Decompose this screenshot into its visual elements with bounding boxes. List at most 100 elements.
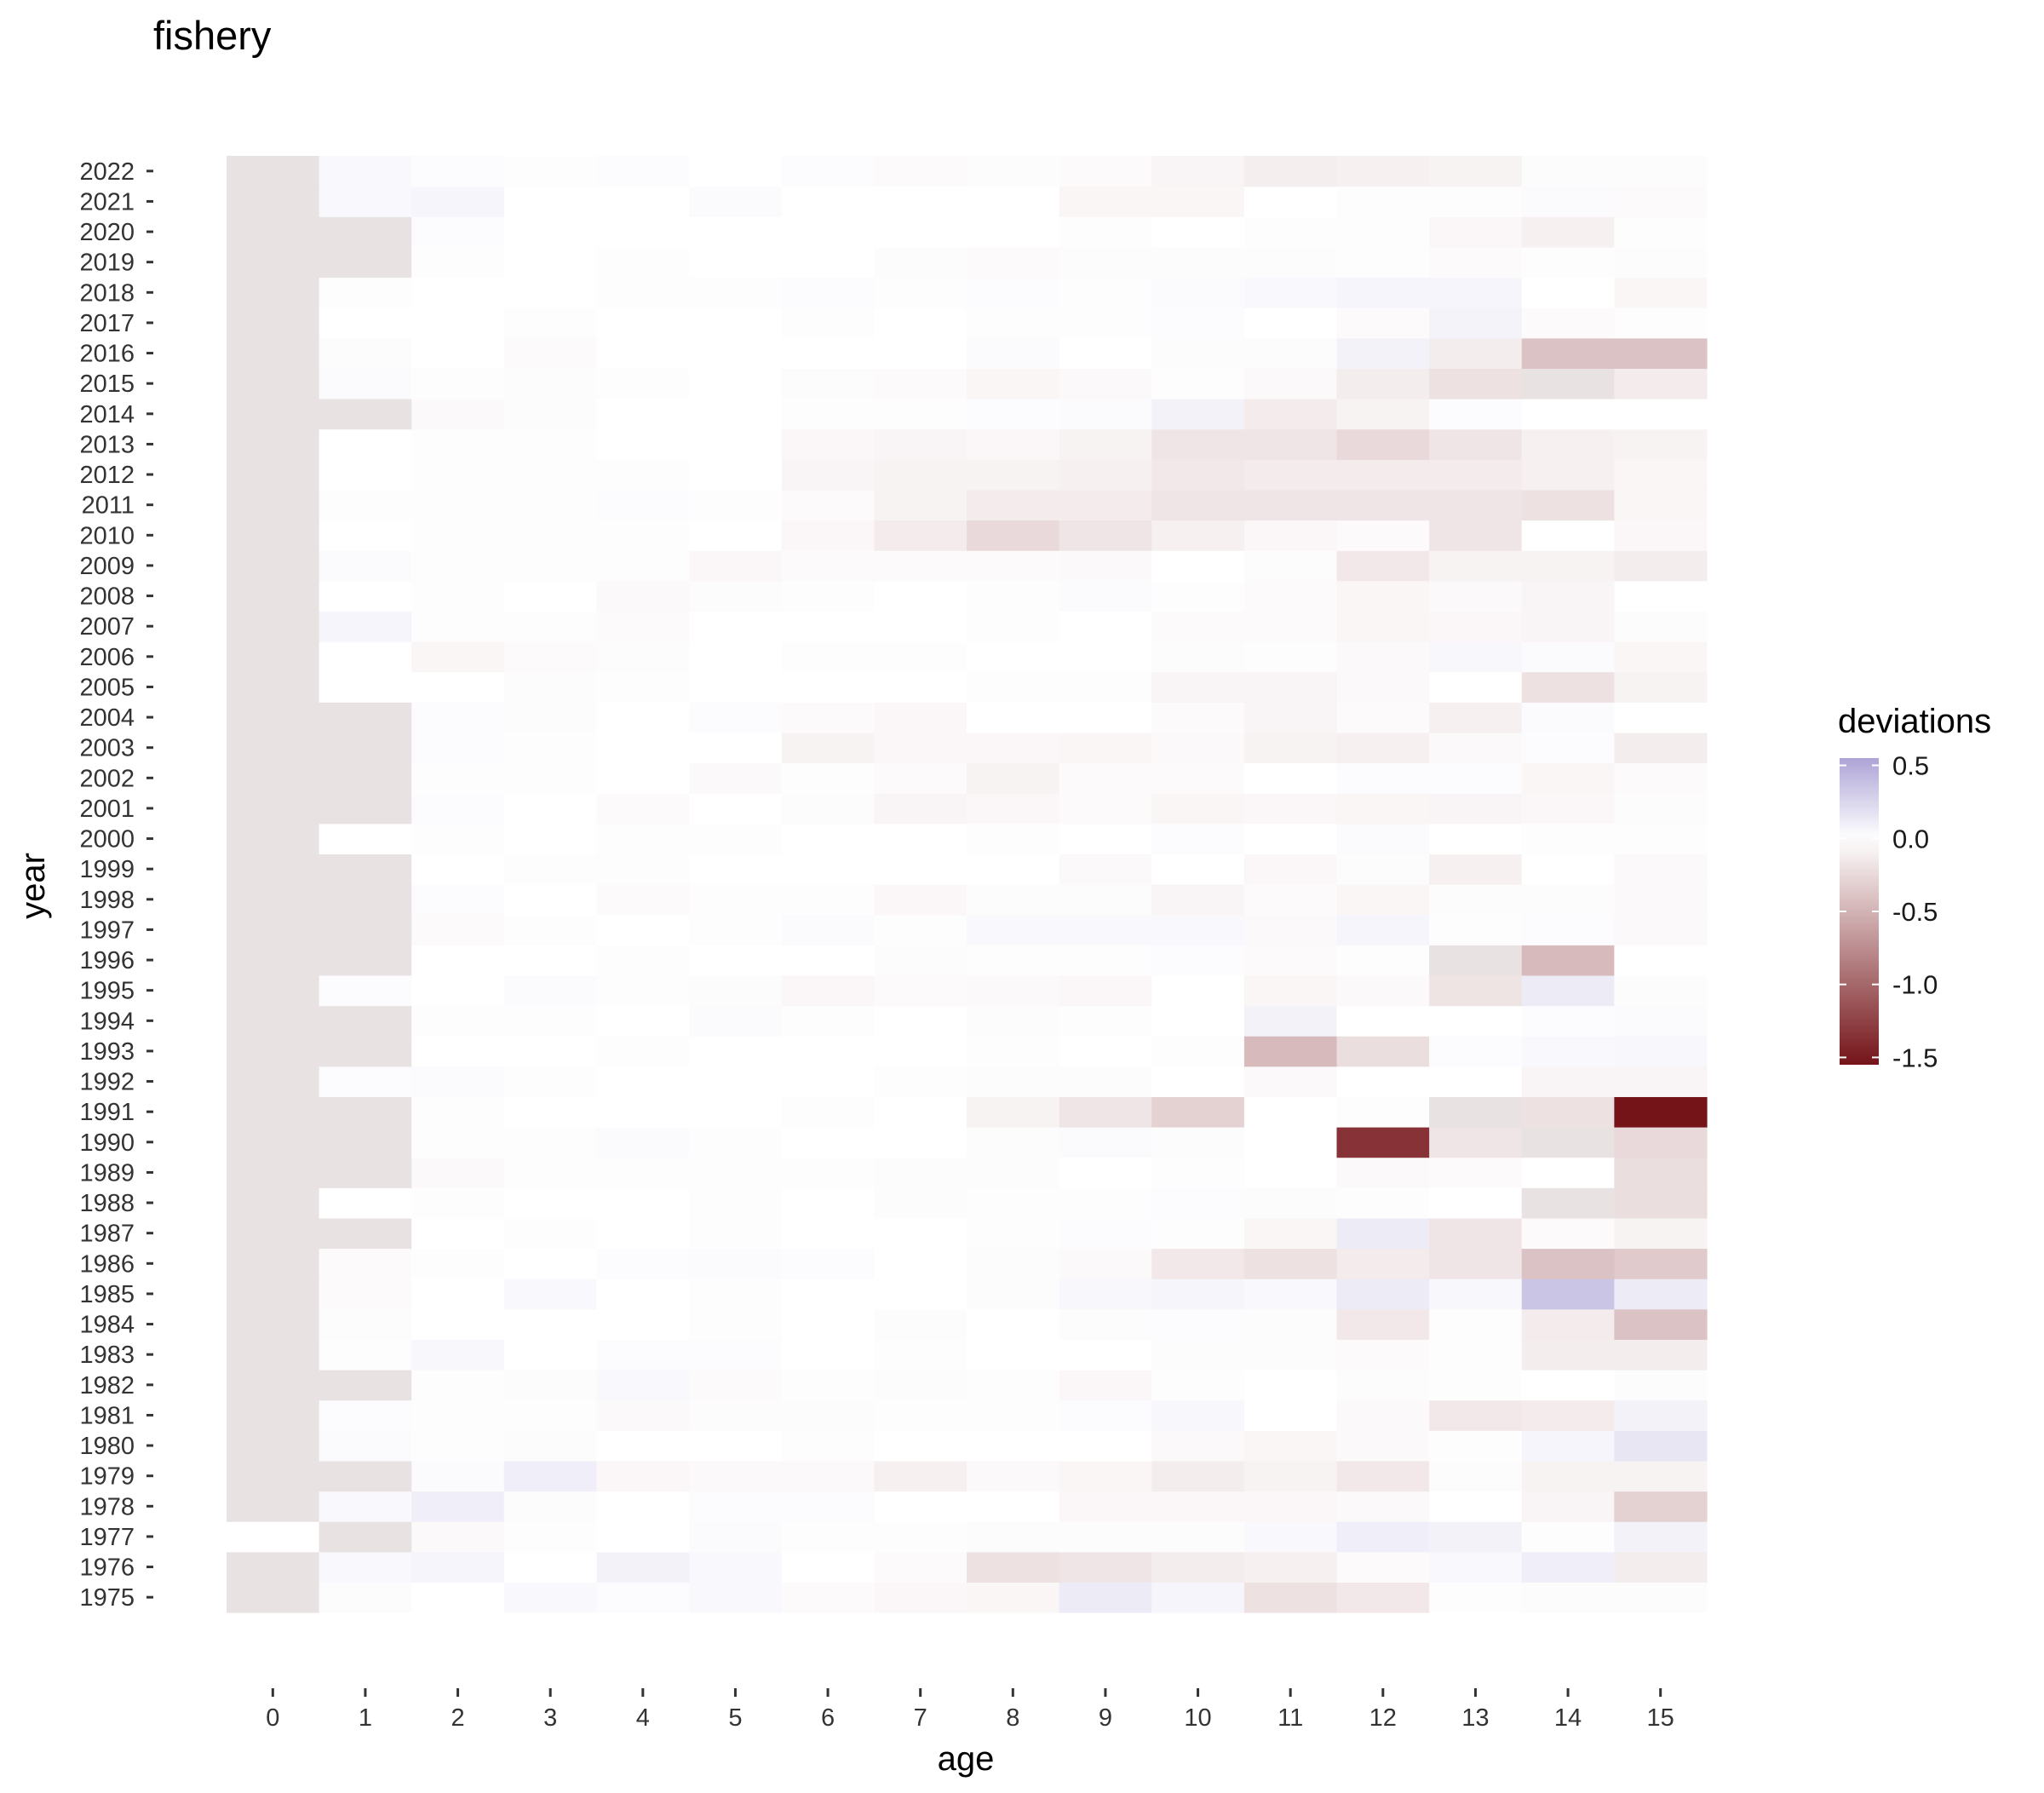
y-tick-label: 1979 xyxy=(79,1463,135,1491)
heatmap-cell-2011-age-15 xyxy=(1614,489,1708,521)
heatmap-cell-1990-age-15 xyxy=(1614,1127,1708,1158)
heatmap-cell-1993-age-15 xyxy=(1614,1036,1708,1067)
heatmap-cell-1978-age-3 xyxy=(503,1491,598,1522)
heatmap-cell-2012-age-8 xyxy=(967,459,1060,491)
heatmap-cell-2021-age-7 xyxy=(874,186,967,217)
heatmap-cell-1991-age-10 xyxy=(1151,1096,1245,1128)
heatmap-cell-1995-age-14 xyxy=(1521,974,1615,1007)
heatmap-cell-1989-age-9 xyxy=(1059,1157,1152,1188)
heatmap-cell-2014-age-7 xyxy=(874,399,967,430)
heatmap-cell-2000-age-15 xyxy=(1614,823,1708,854)
heatmap-cell-1999-age-4 xyxy=(596,853,690,885)
heatmap-cell-2016-age-0 xyxy=(227,337,320,369)
y-tick-label: 1996 xyxy=(79,947,135,974)
heatmap-cell-2016-age-12 xyxy=(1336,337,1430,369)
heatmap-cell-2004-age-7 xyxy=(874,702,967,733)
heatmap-cell-2009-age-3 xyxy=(503,550,598,582)
heatmap-cell-1997-age-2 xyxy=(411,914,505,945)
heatmap-cell-2015-age-10 xyxy=(1151,368,1245,399)
heatmap-cell-2009-age-13 xyxy=(1429,550,1523,582)
y-tick-label: 2022 xyxy=(79,158,135,186)
heatmap-cell-2009-age-15 xyxy=(1614,550,1708,582)
heatmap-cell-2000-age-12 xyxy=(1336,823,1430,854)
heatmap-cell-2013-age-10 xyxy=(1151,428,1245,460)
heatmap-cell-1980-age-5 xyxy=(689,1430,783,1462)
heatmap-cell-2019-age-2 xyxy=(411,246,505,279)
heatmap-cell-2003-age-8 xyxy=(967,732,1060,764)
heatmap-cell-1977-age-13 xyxy=(1429,1521,1523,1553)
heatmap-cell-2004-age-12 xyxy=(1336,702,1430,733)
heatmap-cell-2011-age-14 xyxy=(1521,489,1615,521)
heatmap-cell-1999-age-2 xyxy=(411,853,505,885)
heatmap-cell-1999-age-9 xyxy=(1059,853,1152,885)
y-tick-label: 2016 xyxy=(79,341,135,368)
heatmap-cell-2014-age-5 xyxy=(689,399,783,430)
heatmap-cell-2015-age-7 xyxy=(874,368,967,399)
heatmap-cell-1983-age-13 xyxy=(1429,1339,1523,1371)
heatmap-cell-1984-age-8 xyxy=(967,1308,1060,1340)
heatmap-cell-1976-age-10 xyxy=(1151,1551,1245,1583)
heatmap-cell-1998-age-6 xyxy=(781,884,875,916)
heatmap-cell-2021-age-9 xyxy=(1059,186,1152,217)
heatmap-cell-2020-age-12 xyxy=(1336,216,1430,248)
heatmap-cell-2009-age-2 xyxy=(411,550,505,582)
heatmap-cell-2005-age-9 xyxy=(1059,671,1152,703)
heatmap-cell-2011-age-11 xyxy=(1243,489,1338,521)
heatmap-cell-1998-age-2 xyxy=(411,884,505,916)
heatmap-cell-2001-age-3 xyxy=(503,793,598,825)
x-tick-label: 6 xyxy=(821,1704,835,1732)
heatmap-cell-1981-age-13 xyxy=(1429,1399,1523,1431)
heatmap-cell-1981-age-7 xyxy=(874,1399,967,1431)
heatmap-cell-2008-age-1 xyxy=(319,580,412,612)
heatmap-cell-2013-age-12 xyxy=(1336,428,1430,460)
heatmap-cell-1978-age-15 xyxy=(1614,1491,1708,1522)
heatmap-cell-1992-age-6 xyxy=(781,1066,875,1097)
y-tick-label: 2008 xyxy=(79,583,135,611)
heatmap-cell-1997-age-14 xyxy=(1521,914,1615,945)
heatmap-cell-1998-age-0 xyxy=(227,884,320,916)
heatmap-cell-2016-age-15 xyxy=(1614,337,1708,369)
heatmap-cell-1980-age-0 xyxy=(227,1430,320,1462)
heatmap-cell-1980-age-6 xyxy=(781,1430,875,1462)
heatmap-cell-1985-age-12 xyxy=(1336,1279,1430,1310)
heatmap-cell-1990-age-14 xyxy=(1521,1127,1615,1158)
heatmap-cell-1992-age-1 xyxy=(319,1066,412,1097)
heatmap-cell-1998-age-5 xyxy=(689,884,783,916)
heatmap-cell-2011-age-9 xyxy=(1059,489,1152,521)
heatmap-cell-2001-age-14 xyxy=(1521,793,1615,825)
heatmap-cell-2007-age-12 xyxy=(1336,611,1430,642)
heatmap-cell-2018-age-7 xyxy=(874,277,967,308)
heatmap-cell-1994-age-12 xyxy=(1336,1005,1430,1037)
heatmap-cell-2002-age-6 xyxy=(781,762,875,794)
heatmap-cell-2006-age-7 xyxy=(874,641,967,673)
heatmap-cell-2005-age-11 xyxy=(1243,671,1338,703)
y-tick-label: 2005 xyxy=(79,674,135,701)
heatmap-cell-1985-age-15 xyxy=(1614,1279,1708,1310)
heatmap-cell-2003-age-12 xyxy=(1336,732,1430,764)
heatmap-cell-2001-age-4 xyxy=(596,793,690,825)
heatmap-cell-2004-age-6 xyxy=(781,702,875,733)
heatmap-cell-2000-age-7 xyxy=(874,823,967,854)
heatmap-cell-1997-age-6 xyxy=(781,914,875,945)
heatmap-cell-1992-age-4 xyxy=(596,1066,690,1097)
heatmap-cell-1976-age-0 xyxy=(227,1551,320,1583)
heatmap-cell-1984-age-3 xyxy=(503,1308,598,1340)
heatmap-cell-1976-age-15 xyxy=(1614,1551,1708,1583)
heatmap-cell-1978-age-8 xyxy=(967,1491,1060,1522)
heatmap-cell-2007-age-2 xyxy=(411,611,505,642)
heatmap-cell-1991-age-9 xyxy=(1059,1096,1152,1128)
y-tick-label: 1995 xyxy=(79,978,135,1005)
heatmap-cell-2006-age-8 xyxy=(967,641,1060,673)
heatmap-cell-1979-age-9 xyxy=(1059,1460,1152,1492)
heatmap-cell-2002-age-2 xyxy=(411,762,505,794)
heatmap-cell-1975-age-9 xyxy=(1059,1582,1152,1613)
heatmap-cell-2019-age-9 xyxy=(1059,246,1152,279)
heatmap-cell-1987-age-14 xyxy=(1521,1217,1615,1250)
heatmap-cell-2014-age-15 xyxy=(1614,399,1708,430)
heatmap-cell-1994-age-4 xyxy=(596,1005,690,1037)
heatmap-cell-2010-age-1 xyxy=(319,520,412,551)
heatmap-cell-1983-age-4 xyxy=(596,1339,690,1371)
heatmap-cell-2019-age-7 xyxy=(874,246,967,279)
heatmap-cell-2001-age-8 xyxy=(967,793,1060,825)
